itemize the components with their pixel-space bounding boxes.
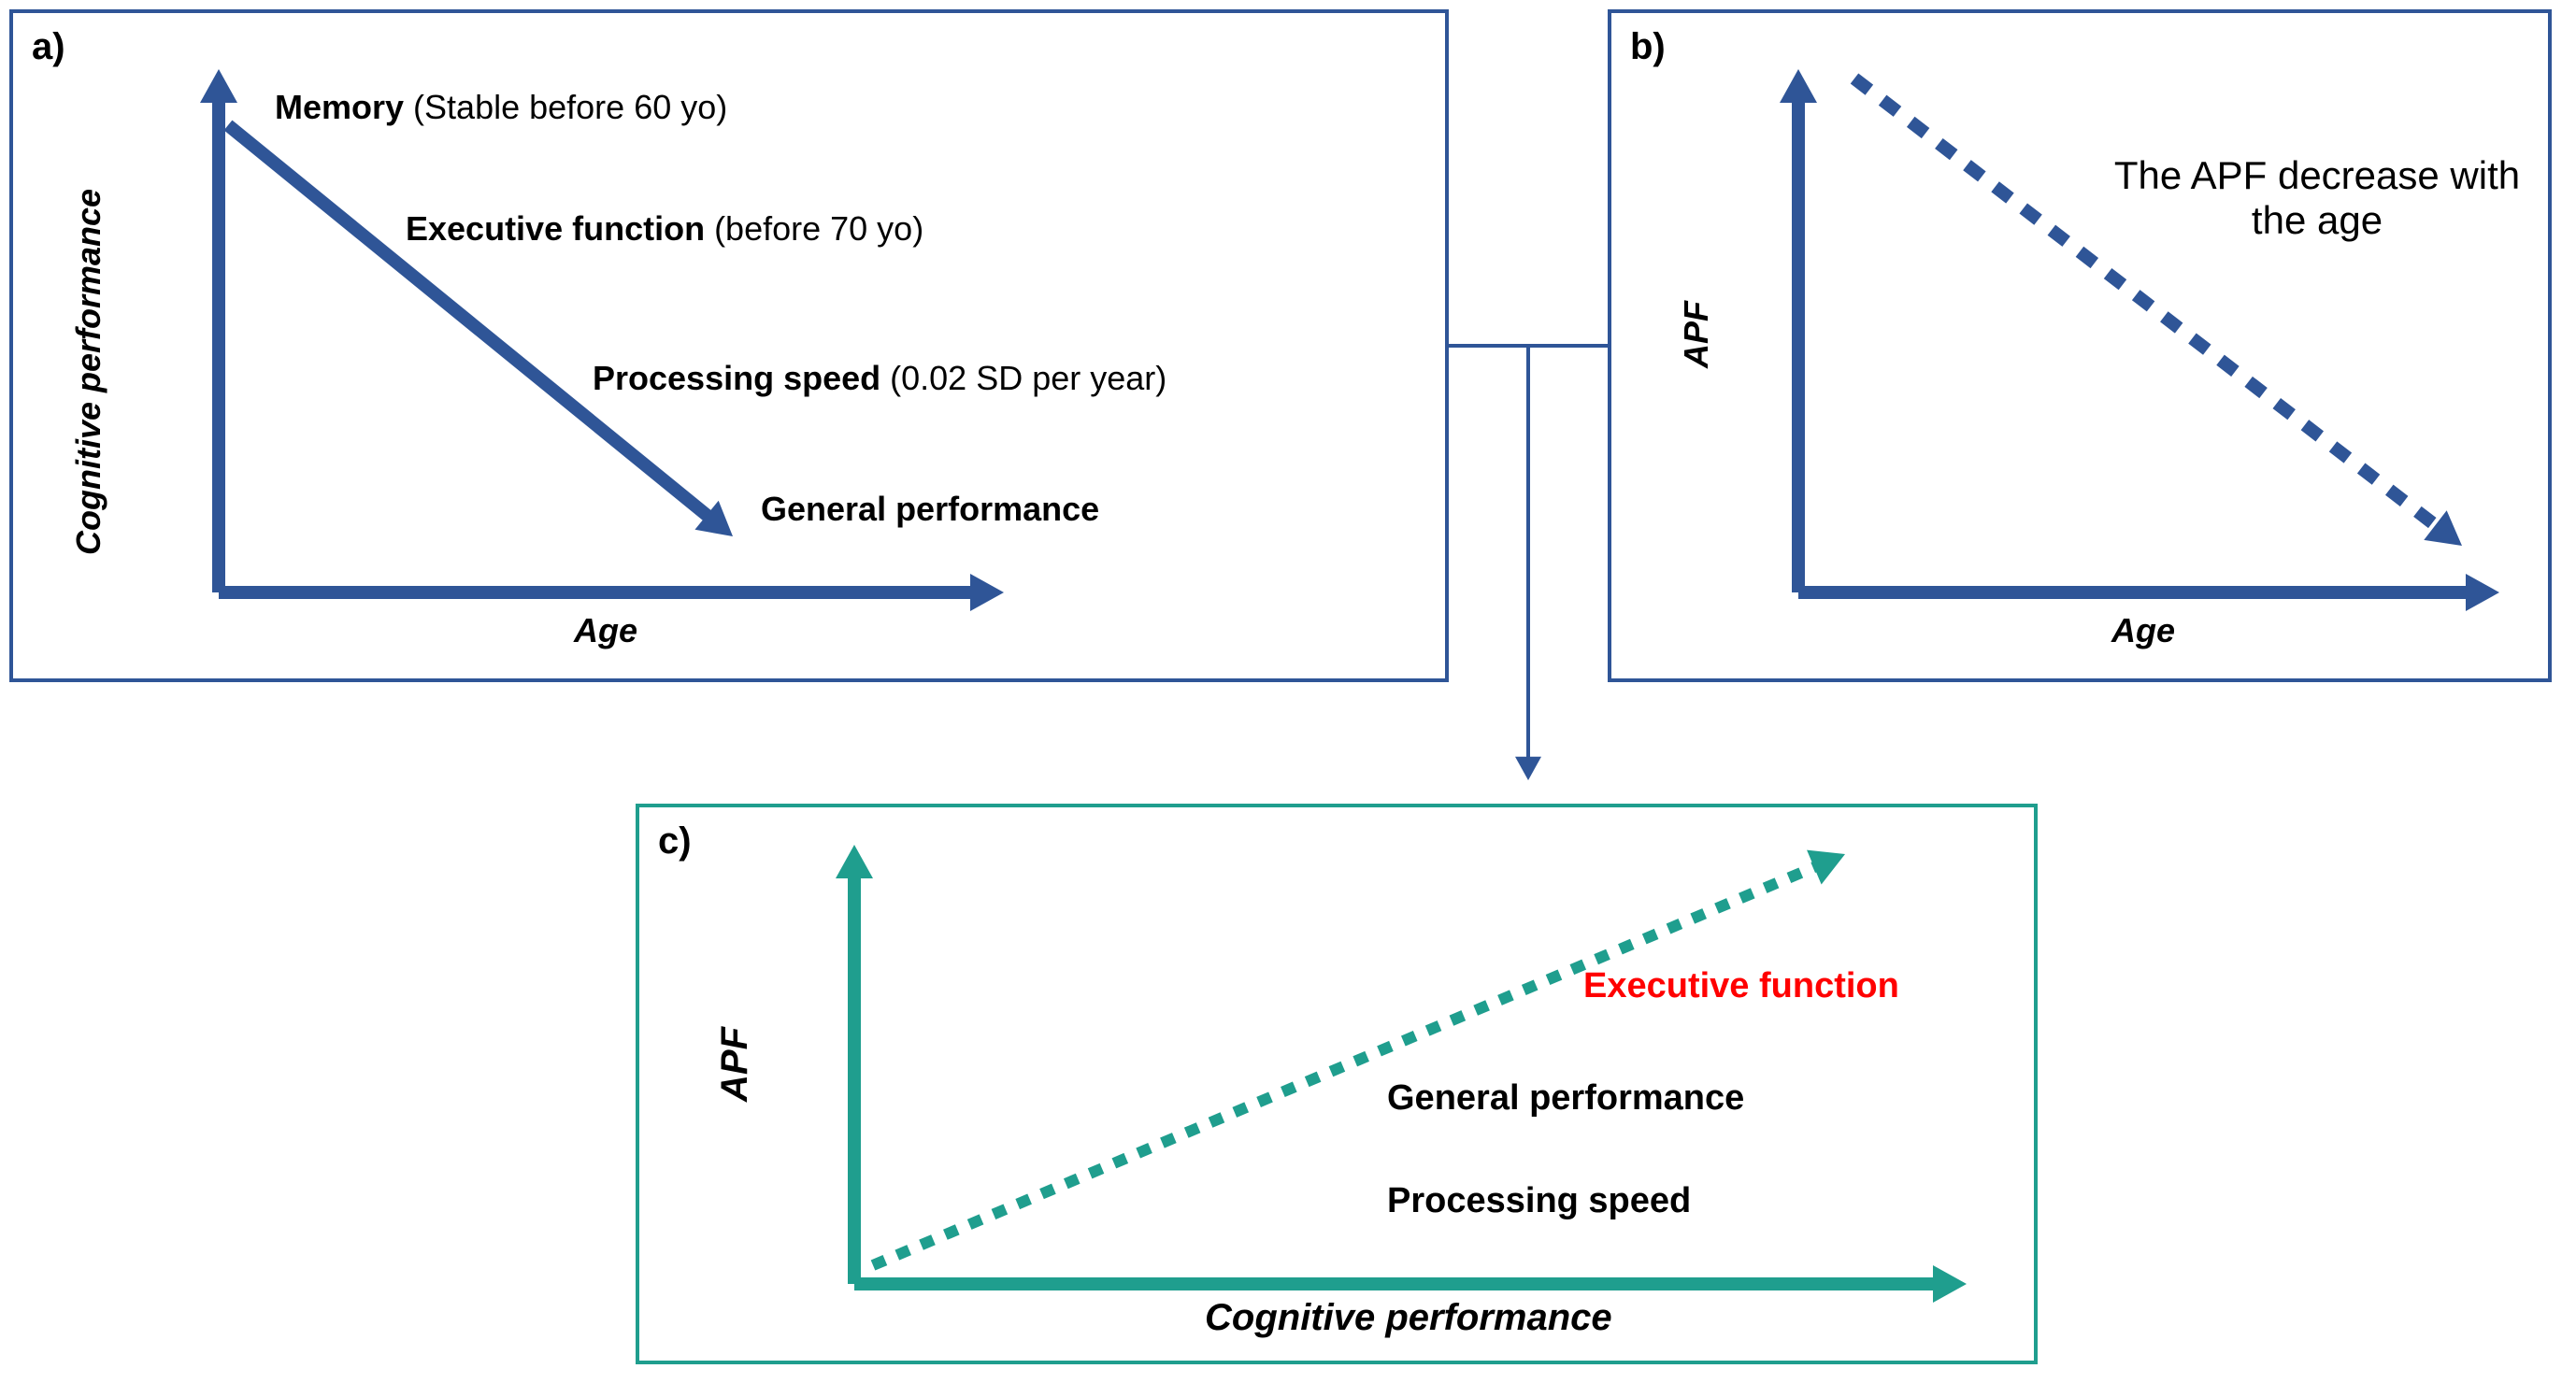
panel-b-main-text: The APF decrease with the age: [2107, 153, 2527, 243]
panel-c-annotation: Processing speed: [1387, 1181, 1691, 1221]
panel-c-x-axis-label: Cognitive performance: [1205, 1297, 1612, 1339]
panel-a-chart: [13, 13, 1453, 686]
panel-a-y-axis-label: Cognitive performance: [69, 189, 108, 555]
panel-b-chart: [1611, 13, 2555, 686]
panel-c-y-axis-label: APF: [714, 1027, 756, 1102]
panel-c-chart: [639, 807, 2041, 1368]
panel-a-annotation: Memory (Stable before 60 yo): [275, 88, 727, 127]
panel-b-x-axis-label: Age: [2111, 611, 2175, 650]
panel-a-x-axis-label: Age: [574, 611, 637, 650]
panel-c-annotation: General performance: [1387, 1078, 1744, 1119]
panel-a-annotation: Processing speed (0.02 SD per year): [593, 359, 1166, 398]
panel-a-annotation: Executive function (before 70 yo): [406, 209, 923, 249]
panel-a-annotation: General performance: [761, 490, 1099, 529]
panel-c: c) APF Cognitive performance Executive f…: [636, 804, 2038, 1364]
panel-c-annotation: Executive function: [1583, 966, 1899, 1006]
panel-b-y-axis-label: APF: [1677, 301, 1716, 368]
panel-a: a) Cognitive performance Age Memory (Sta…: [9, 9, 1449, 682]
panel-b: b) APF Age The APF decrease with the age: [1608, 9, 2552, 682]
